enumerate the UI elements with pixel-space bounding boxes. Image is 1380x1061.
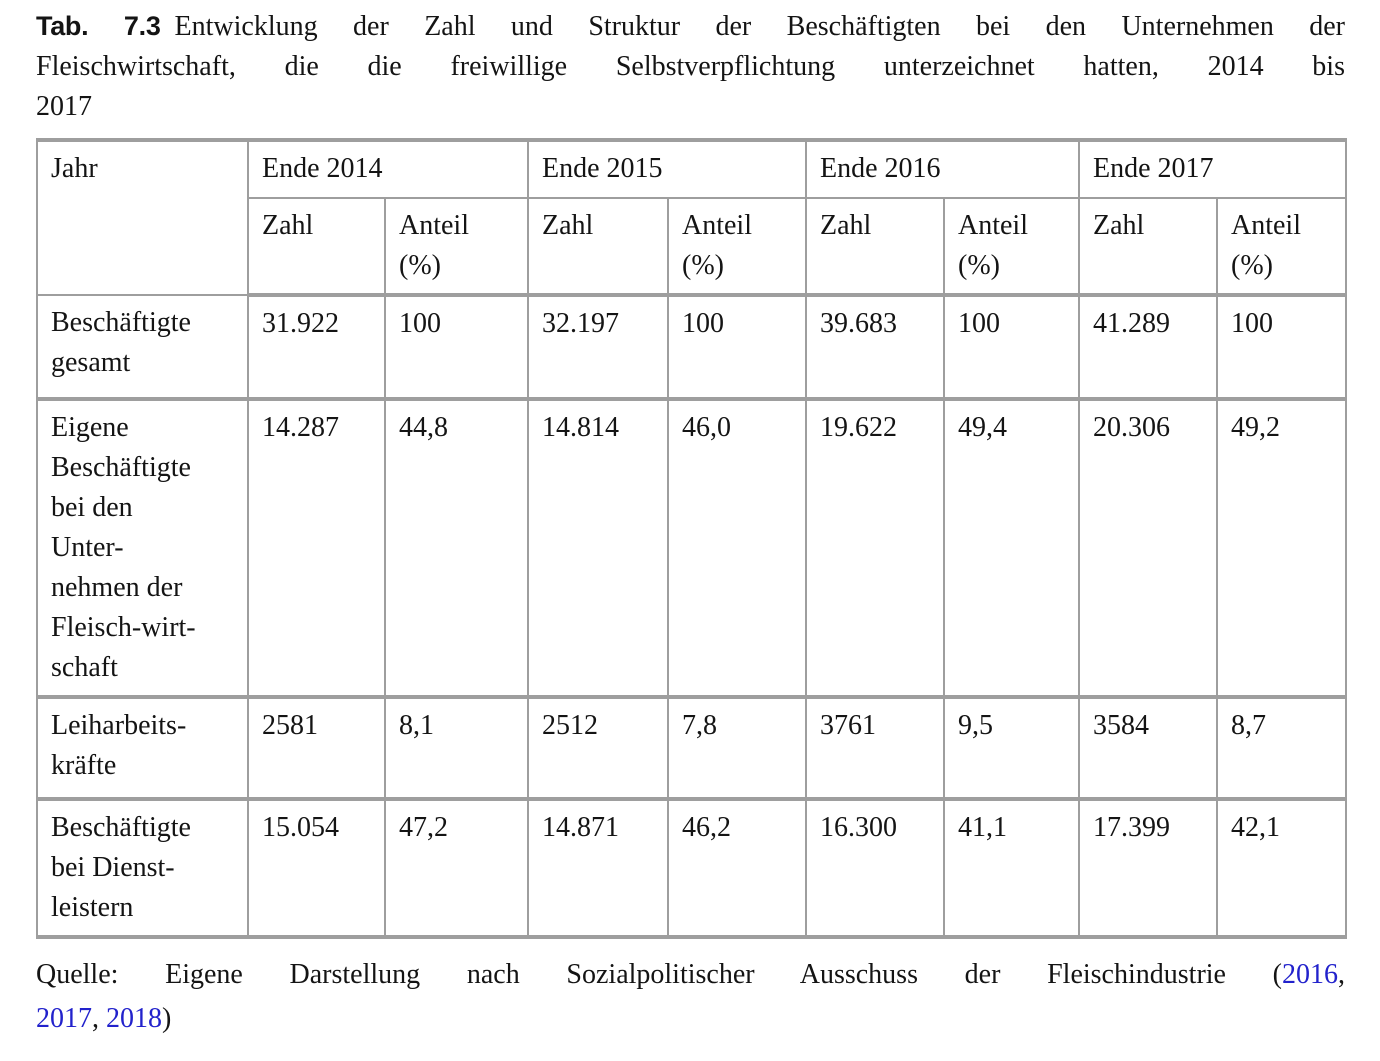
- data-cell: 46,0: [667, 398, 807, 699]
- col-group-ende-2014: Ende 2014: [247, 139, 529, 199]
- source-text: ,: [1338, 959, 1345, 990]
- data-cell: 15.054: [247, 798, 386, 939]
- data-cell: 31.922: [247, 294, 386, 401]
- header-sub-row: Zahl Anteil (%) Zahl Anteil (%) Zahl Ant…: [37, 197, 1347, 297]
- citation-link-2016[interactable]: 2016: [1282, 959, 1338, 990]
- caption-line-1: Tab. 7.3 Entwicklung der Zahl und Struktu…: [36, 6, 1345, 47]
- caption-line-3: 2017: [36, 87, 1345, 127]
- table-row: Leiharbeits- kräfte 2581 8,1 2512 7,8 37…: [36, 696, 1347, 801]
- employment-table: Jahr Ende 2014 Ende 2015 Ende 2016 Ende …: [36, 138, 1347, 939]
- data-cell: 100: [384, 294, 529, 401]
- caption-text-2: Fleischwirtschaft, die die freiwillige S…: [36, 51, 1345, 82]
- data-cell: 44,8: [384, 398, 529, 699]
- data-cell: 7,8: [667, 696, 807, 801]
- citation-link-2017[interactable]: 2017: [36, 1003, 92, 1034]
- sub-header-anteil-2015: Anteil (%): [667, 197, 807, 297]
- source-note: Quelle: Eigene Darstellung nach Sozialpo…: [36, 953, 1345, 1041]
- sub-header-zahl-2015: Zahl: [527, 197, 669, 297]
- data-cell: 20.306: [1078, 398, 1218, 699]
- row-label: Beschäftigte gesamt: [36, 294, 249, 401]
- data-cell: 49,2: [1216, 398, 1347, 699]
- source-text: ,: [92, 1003, 106, 1034]
- data-cell: 100: [1216, 294, 1347, 401]
- data-cell: 3584: [1078, 696, 1218, 801]
- col-group-ende-2016: Ende 2016: [805, 139, 1080, 199]
- data-cell: 32.197: [527, 294, 669, 401]
- data-cell: 14.871: [527, 798, 669, 939]
- table-row: Eigene Beschäftigte bei den Unter- nehme…: [36, 398, 1347, 699]
- table-caption: Tab. 7.3 Entwicklung der Zahl und Struktu…: [36, 6, 1345, 127]
- citation-link-2018[interactable]: 2018: [106, 1003, 162, 1034]
- sub-header-zahl-2017: Zahl: [1078, 197, 1218, 297]
- data-cell: 9,5: [943, 696, 1080, 801]
- data-cell: 2512: [527, 696, 669, 801]
- data-cell: 3761: [805, 696, 945, 801]
- caption-line-2: Fleischwirtschaft, die die freiwillige S…: [36, 47, 1345, 87]
- source-line-1: Quelle: Eigene Darstellung nach Sozialpo…: [36, 953, 1345, 997]
- data-cell: 8,1: [384, 696, 529, 801]
- data-cell: 41.289: [1078, 294, 1218, 401]
- table-row: Beschäftigte gesamt 31.922 100 32.197 10…: [36, 294, 1347, 401]
- sub-header-anteil-2016: Anteil (%): [943, 197, 1080, 297]
- data-cell: 47,2: [384, 798, 529, 939]
- sub-header-zahl-2014: Zahl: [247, 197, 386, 297]
- data-cell: 41,1: [943, 798, 1080, 939]
- caption-text-1: Entwicklung der Zahl und Struktur der Be…: [174, 11, 1345, 42]
- header-group-row: Jahr Ende 2014 Ende 2015 Ende 2016 Ende …: [36, 139, 1347, 296]
- source-text: Quelle: Eigene Darstellung nach Sozialpo…: [36, 959, 1282, 990]
- sub-header-anteil-2014: Anteil (%): [384, 197, 529, 297]
- data-cell: 42,1: [1216, 798, 1347, 939]
- data-cell: 100: [667, 294, 807, 401]
- source-text: ): [162, 1003, 172, 1034]
- sub-header-anteil-2017: Anteil (%): [1216, 197, 1347, 297]
- data-cell: 16.300: [805, 798, 945, 939]
- table-number-label: Tab. 7.3: [36, 11, 161, 41]
- col-header-jahr: Jahr: [36, 139, 249, 296]
- row-label: Beschäftigte bei Dienst- leistern: [36, 798, 249, 939]
- table-row: Beschäftigte bei Dienst- leistern 15.054…: [36, 798, 1347, 939]
- data-cell: 2581: [247, 696, 386, 801]
- data-cell: 14.814: [527, 398, 669, 699]
- data-cell: 49,4: [943, 398, 1080, 699]
- data-cell: 39.683: [805, 294, 945, 401]
- data-cell: 46,2: [667, 798, 807, 939]
- data-cell: 19.622: [805, 398, 945, 699]
- data-cell: 14.287: [247, 398, 386, 699]
- data-cell: 100: [943, 294, 1080, 401]
- col-group-ende-2017: Ende 2017: [1078, 139, 1347, 199]
- row-label: Leiharbeits- kräfte: [36, 696, 249, 801]
- data-cell: 17.399: [1078, 798, 1218, 939]
- source-line-2: 2017, 2018): [36, 997, 1345, 1041]
- caption-text-3: 2017: [36, 91, 92, 122]
- data-cell: 8,7: [1216, 696, 1347, 801]
- sub-header-zahl-2016: Zahl: [805, 197, 945, 297]
- col-group-ende-2015: Ende 2015: [527, 139, 807, 199]
- row-label: Eigene Beschäftigte bei den Unter- nehme…: [36, 398, 249, 699]
